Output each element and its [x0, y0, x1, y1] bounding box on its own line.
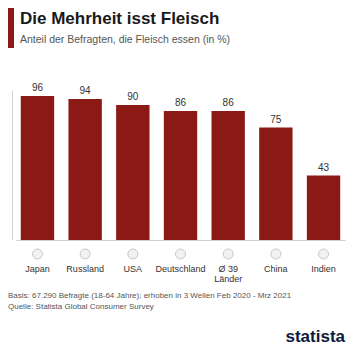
x-tick: Russland [66, 240, 104, 274]
bar [211, 111, 244, 240]
x-tick: Ø 39Länder [214, 240, 242, 284]
bar [259, 128, 292, 241]
x-tick: China [264, 240, 288, 274]
flag-icon [271, 249, 281, 259]
bar [68, 99, 101, 240]
data-label: 75 [270, 114, 282, 125]
flags [32, 249, 328, 259]
x-tick-label: USA [124, 264, 143, 274]
x-tick: USA [124, 240, 143, 274]
flag-icon [223, 249, 233, 259]
footnotes: Basis: 67.290 Befragte (18-64 Jahre); er… [8, 291, 292, 311]
x-tick-label: Russland [66, 264, 104, 274]
flag-icon [176, 249, 186, 259]
x-tick-label: Japan [25, 264, 50, 274]
title: Die Mehrheit isst Fleisch [20, 9, 219, 28]
data-label: 86 [175, 97, 187, 108]
logo: statista [285, 327, 345, 346]
x-axis-line [17, 240, 346, 241]
flag-icon [319, 249, 329, 259]
x-axis: Japan Russland USA Deutschland Ø 39Länder Chi… [17, 240, 346, 284]
bar [307, 176, 340, 241]
footnote: Basis: 67.290 Befragte (18-64 Jahre); er… [8, 291, 292, 300]
flag-icon [80, 249, 90, 259]
flag-icon [32, 249, 42, 259]
x-tick-label: Ø 39Länder [214, 264, 242, 284]
title-accent [8, 8, 14, 48]
data-label: 86 [223, 97, 235, 108]
flag-icon [128, 249, 138, 259]
x-tick-label: China [264, 264, 288, 274]
x-tick-label: Deutschland [155, 264, 205, 274]
bar [164, 111, 197, 240]
data-label: 94 [80, 85, 92, 96]
y-axis-line [12, 91, 13, 241]
x-tick: Japan [25, 240, 50, 274]
x-tick: Deutschland [155, 240, 205, 274]
x-tick-label: Indien [311, 264, 336, 274]
bars [21, 96, 340, 240]
bar [116, 105, 149, 240]
subtitle: Anteil der Befragten, die Fleisch essen … [20, 33, 230, 45]
chart-svg: Die Mehrheit isst Fleisch Anteil der Befr… [0, 0, 355, 355]
data-label: 90 [127, 91, 139, 102]
chart-container: Die Mehrheit isst Fleisch Anteil der Befr… [0, 0, 355, 355]
y-axis [12, 91, 13, 241]
data-labels: 96 94 90 86 86 75 43 [32, 82, 330, 173]
data-label: 96 [32, 82, 44, 93]
footnote: Quelle: Statista Global Consumer Survey [8, 302, 154, 311]
x-tick: Indien [311, 240, 336, 274]
bar [21, 96, 54, 240]
data-label: 43 [318, 162, 330, 173]
